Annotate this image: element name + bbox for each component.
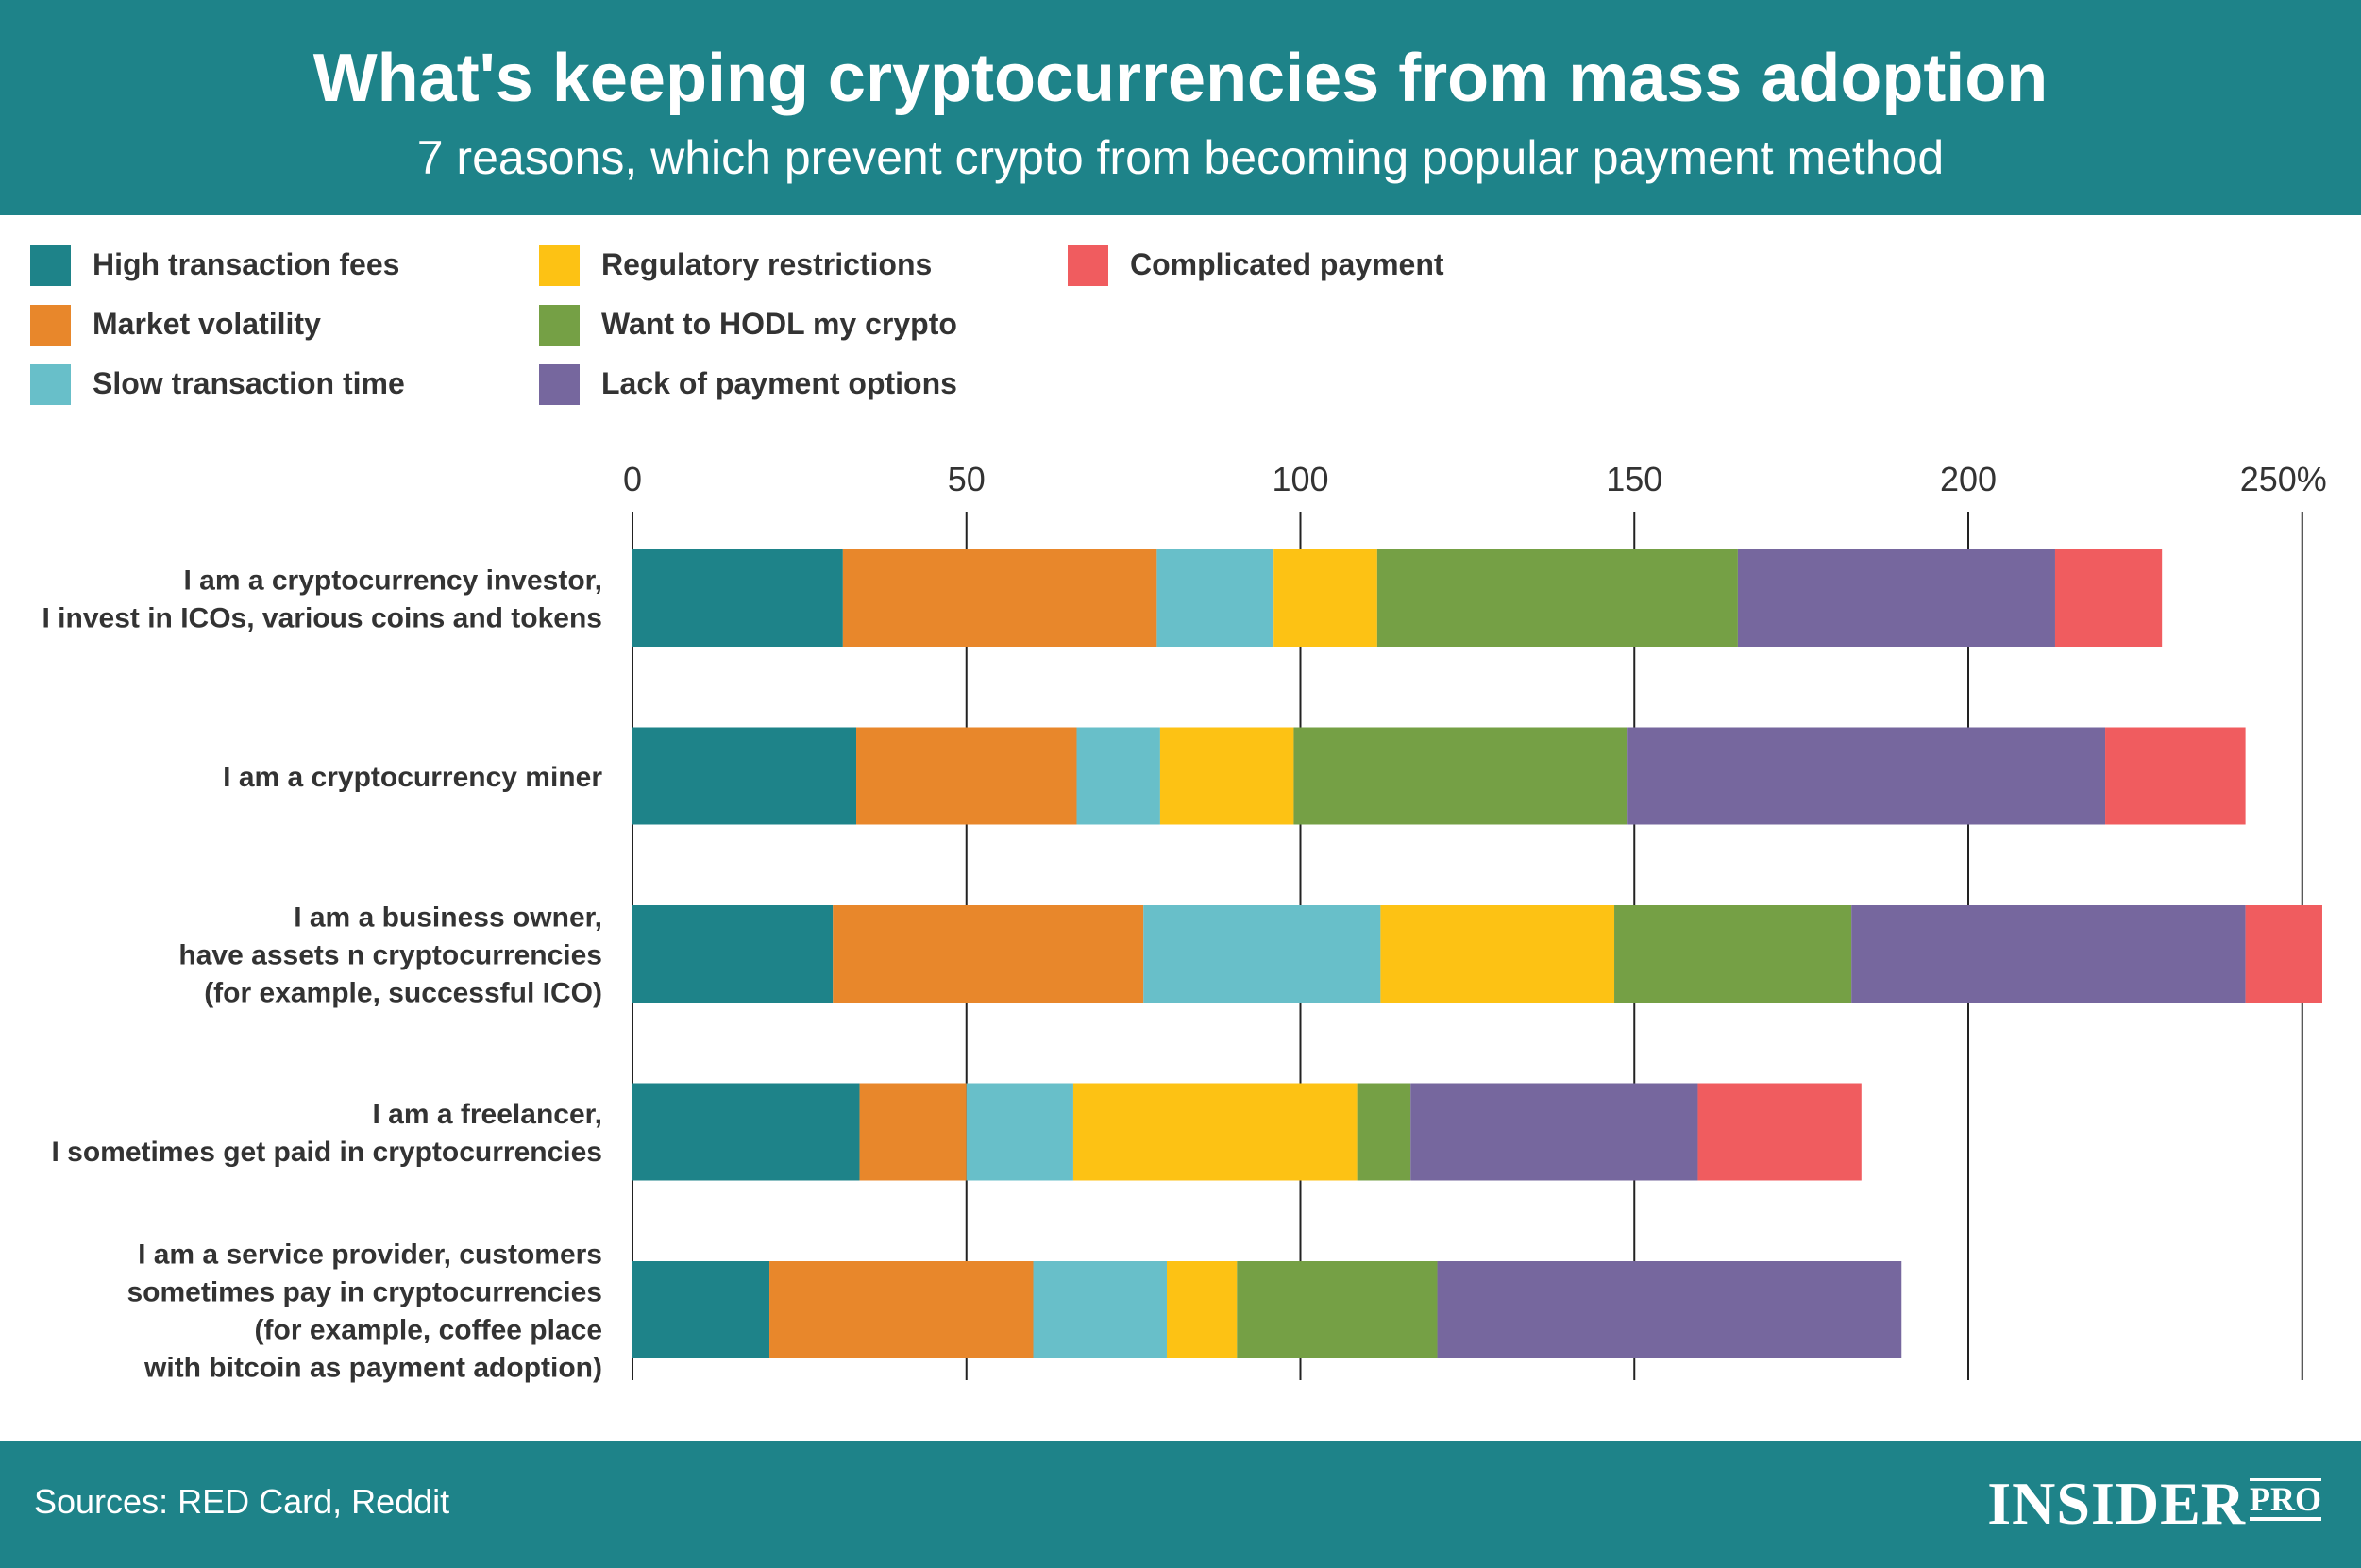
legend-label: Regulatory restrictions [601,247,933,281]
bar-segment [1410,1083,1698,1181]
bar-segment [1357,1083,1411,1181]
category-label: I am a cryptocurrency miner [223,762,602,793]
x-tick-label: 50 [948,460,986,498]
category-label: sometimes pay in cryptocurrencies [126,1277,602,1308]
bar-segment [1697,1083,1862,1181]
legend-swatch [30,364,71,405]
bar-segment [1627,727,2106,825]
x-tick-label: 0 [623,460,642,498]
legend-label: Market volatility [93,307,321,341]
bar-segment [632,905,834,1003]
legend-swatch [30,245,71,286]
bar-segment [632,1083,860,1181]
x-tick-label: 250% [2240,460,2327,498]
legend-label: Complicated payment [1130,247,1444,281]
category-label: (for example, successful ICO) [204,978,602,1009]
bar-segment [1072,1083,1358,1181]
bar-segment [1380,905,1615,1003]
brand-name: INSIDER [1987,1470,2246,1537]
category-label: I sometimes get paid in cryptocurrencies [51,1137,602,1168]
x-tick-label: 100 [1272,460,1328,498]
bar-segment [1237,1261,1438,1358]
source-note: Sources: RED Card, Reddit [34,1482,450,1521]
legend-label: Slow transaction time [93,366,405,400]
bar-segment [1437,1261,1902,1358]
chart-subtitle: 7 reasons, which prevent crypto from bec… [416,131,1945,184]
legend-label: Lack of payment options [601,366,957,400]
chart-plot: 0 50 100 150 200 250% I am a cryptocurrency in… [42,460,2327,1384]
bar-segment [2105,727,2246,825]
category-label: with bitcoin as payment adoption) [143,1353,602,1384]
legend-label: Want to HODL my crypto [601,307,957,341]
bar-segment [1737,549,2055,647]
x-tick-label: 200 [1940,460,1997,498]
bar-segment [1159,727,1294,825]
category-label: have assets n cryptocurrencies [178,940,602,971]
bar-segment [769,1261,1034,1358]
bar-segment [632,727,857,825]
legend-label: High transaction fees [93,247,400,281]
bar-segment [1156,549,1274,647]
bar-segment [1614,905,1852,1003]
legend-swatch [1068,245,1108,286]
category-label: I am a cryptocurrency investor, [183,565,602,597]
bar-segment [842,549,1157,647]
bar-segment [966,1083,1073,1181]
bar-segment [859,1083,967,1181]
bar-segment [1376,549,1738,647]
bar-segment [2245,905,2322,1003]
category-label: I am a business owner, [294,902,602,934]
bar-segment [1273,549,1377,647]
bar-segment [1143,905,1381,1003]
bar-segment [1167,1261,1238,1358]
bar-segment [2054,549,2163,647]
brand-logo: INSIDER PRO [1987,1469,2321,1539]
bar-segment [1076,727,1160,825]
x-tick-label: 150 [1606,460,1662,498]
bar-segment [833,905,1144,1003]
bar-segment [1293,727,1628,825]
category-label: I invest in ICOs, various coins and toke… [42,603,603,634]
chart-title: What's keeping cryptocurrencies from mas… [312,41,2049,116]
category-label: (for example, coffee place [255,1315,602,1346]
legend: High transaction fees Market volatility Sl… [0,0,2361,415]
bar-segment [632,1261,770,1358]
brand-suffix: PRO [2250,1478,2321,1521]
bar-segment [632,549,843,647]
legend-swatch [539,245,580,286]
legend-swatch [539,364,580,405]
bar-segment [1033,1261,1167,1358]
footer-banner: Sources: RED Card, Reddit INSIDER PRO [0,1441,2361,1568]
bar-segment [856,727,1077,825]
category-label: I am a freelancer, [373,1099,603,1130]
category-label: I am a service provider, customers [138,1239,602,1271]
legend-swatch [30,305,71,346]
bar-segment [1851,905,2246,1003]
legend-swatch [539,305,580,346]
header-banner: What's keeping cryptocurrencies from mas… [0,0,2361,215]
